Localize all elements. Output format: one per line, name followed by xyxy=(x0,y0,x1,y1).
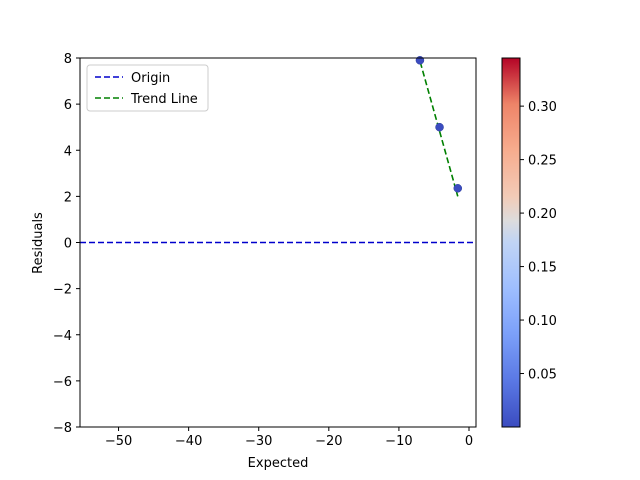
y-tick-label: −8 xyxy=(53,421,72,436)
y-tick-label: 0 xyxy=(64,237,72,252)
y-tick-label: 6 xyxy=(64,98,72,113)
colorbar-tick-label: 0.25 xyxy=(528,154,557,169)
colorbar: 0.05 0.10 0.15 0.20 0.25 0.30 xyxy=(501,57,557,428)
legend-entry-label: Origin xyxy=(131,71,170,86)
y-tick-label: −4 xyxy=(53,329,72,344)
y-tick-label: 4 xyxy=(64,144,72,159)
x-tick-label: −40 xyxy=(175,434,202,449)
data-point-2 xyxy=(435,122,444,132)
y-axis-label: Residuals xyxy=(31,212,46,274)
legend: Origin Trend Line xyxy=(86,64,209,112)
x-tick-label: −30 xyxy=(245,434,272,449)
legend-entry-label: Trend Line xyxy=(130,92,198,107)
colorbar-tick-label: 0.10 xyxy=(528,314,557,329)
y-tick-label: 8 xyxy=(64,52,72,67)
plot-area: −50 −40 −30 −20 −10 0−8−6−4−202468OriginTrend… xyxy=(53,52,477,449)
x-tick-label: 0 xyxy=(465,434,473,449)
colorbar-tick-label: 0.15 xyxy=(528,261,557,276)
x-tick-label: −50 xyxy=(105,434,132,449)
colorbar-tick-label: 0.30 xyxy=(528,100,557,115)
y-tick-label: −6 xyxy=(53,375,72,390)
colorbar-tick-label: 0.20 xyxy=(528,207,557,222)
x-tick-label: −10 xyxy=(385,434,412,449)
x-axis-label: Expected xyxy=(248,456,309,471)
y-tick-label: −2 xyxy=(53,283,72,298)
colorbar-gradient xyxy=(501,57,521,428)
colorbar-tick-label: 0.05 xyxy=(528,368,557,383)
y-tick-label: 2 xyxy=(64,190,72,205)
data-point-3 xyxy=(453,184,463,193)
x-tick-label: −20 xyxy=(315,434,342,449)
